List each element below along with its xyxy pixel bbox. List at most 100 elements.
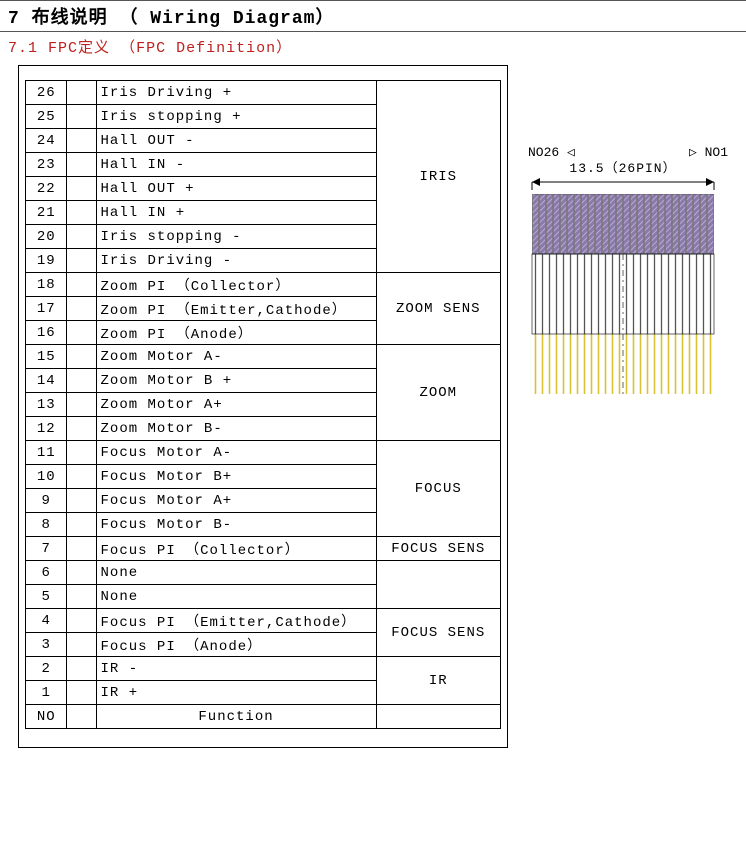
pin-function: Iris Driving + bbox=[96, 81, 376, 105]
header-function: Function bbox=[96, 705, 376, 729]
pin-function: Hall IN + bbox=[96, 201, 376, 225]
gap-cell bbox=[67, 681, 96, 705]
pin-number: 11 bbox=[26, 441, 67, 465]
gap-cell bbox=[67, 297, 96, 321]
pin-group: FOCUS SENS bbox=[376, 537, 500, 561]
arrow-left-icon: ◁ bbox=[567, 145, 575, 160]
pin-number: 18 bbox=[26, 273, 67, 297]
pin-number: 13 bbox=[26, 393, 67, 417]
gap-cell bbox=[67, 273, 96, 297]
pin-number: 20 bbox=[26, 225, 67, 249]
subsection-title-en: （FPC Definition） bbox=[120, 40, 292, 57]
pin-function: Zoom Motor A+ bbox=[96, 393, 376, 417]
gap-cell bbox=[67, 177, 96, 201]
pin-number: 2 bbox=[26, 657, 67, 681]
pin-number: 16 bbox=[26, 321, 67, 345]
pin-group: FOCUS bbox=[376, 441, 500, 537]
pin-function: Zoom PI （Anode） bbox=[96, 321, 376, 345]
subsection-title-cn: FPC定义 bbox=[48, 40, 110, 57]
pin-group: IR bbox=[376, 657, 500, 705]
header-no: NO bbox=[26, 705, 67, 729]
pin-number: 22 bbox=[26, 177, 67, 201]
gap-cell bbox=[67, 657, 96, 681]
table-row: 11Focus Motor A-FOCUS bbox=[26, 441, 501, 465]
pin-group: FOCUS SENS bbox=[376, 609, 500, 657]
pin-group: IRIS bbox=[376, 81, 500, 273]
arrow-right-icon: ▷ bbox=[689, 145, 697, 160]
pin-function: IR + bbox=[96, 681, 376, 705]
pin-number: 24 bbox=[26, 129, 67, 153]
gap-cell bbox=[67, 201, 96, 225]
connector-diagram-area: NO26 ◁ ▷ NO1 13.5（26PIN） bbox=[528, 65, 728, 394]
gap-cell bbox=[67, 105, 96, 129]
gap-cell bbox=[67, 345, 96, 369]
dimension-line: 13.5（26PIN） bbox=[528, 160, 718, 190]
pin-number: 25 bbox=[26, 105, 67, 129]
gap-cell bbox=[67, 441, 96, 465]
gap-cell bbox=[67, 81, 96, 105]
gap-cell bbox=[67, 537, 96, 561]
gap-cell bbox=[67, 465, 96, 489]
pin-function: Zoom PI （Emitter,Cathode） bbox=[96, 297, 376, 321]
pin-number: 7 bbox=[26, 537, 67, 561]
pin-group: ZOOM SENS bbox=[376, 273, 500, 345]
gap-cell bbox=[67, 633, 96, 657]
gap-cell bbox=[67, 489, 96, 513]
gap-cell bbox=[67, 561, 96, 585]
pin-group: ZOOM bbox=[376, 345, 500, 441]
connector-left-label: NO26 ◁ bbox=[528, 145, 575, 160]
pin-function: IR - bbox=[96, 657, 376, 681]
connector-pin-labels: NO26 ◁ ▷ NO1 bbox=[528, 145, 728, 160]
pin-number: 14 bbox=[26, 369, 67, 393]
gap-cell bbox=[67, 417, 96, 441]
pin-number: 9 bbox=[26, 489, 67, 513]
connector-right-label: ▷ NO1 bbox=[689, 145, 728, 160]
pin-function: Zoom Motor A- bbox=[96, 345, 376, 369]
pin-function: Iris stopping + bbox=[96, 105, 376, 129]
pin-number: 4 bbox=[26, 609, 67, 633]
pin-function: Zoom PI （Collector） bbox=[96, 273, 376, 297]
pin-function: Hall OUT + bbox=[96, 177, 376, 201]
pin-number: 19 bbox=[26, 249, 67, 273]
pin-function: Focus Motor A- bbox=[96, 441, 376, 465]
pin-function: Hall OUT - bbox=[96, 129, 376, 153]
pin-function: Focus PI （Emitter,Cathode） bbox=[96, 609, 376, 633]
pin-function: Focus PI （Collector） bbox=[96, 537, 376, 561]
subsection-number: 7.1 bbox=[8, 40, 38, 57]
gap-cell bbox=[67, 585, 96, 609]
table-row: 26Iris Driving +IRIS bbox=[26, 81, 501, 105]
gap-cell bbox=[67, 393, 96, 417]
table-row: 6None bbox=[26, 561, 501, 585]
pin-function: Focus Motor B- bbox=[96, 513, 376, 537]
pin-number: 3 bbox=[26, 633, 67, 657]
section-title-en: （ Wiring Diagram） bbox=[119, 9, 334, 29]
table-header-row: NO Function bbox=[26, 705, 501, 729]
header-group bbox=[376, 705, 500, 729]
table-row: 15Zoom Motor A-ZOOM bbox=[26, 345, 501, 369]
pin-number: 10 bbox=[26, 465, 67, 489]
pin-function: Iris Driving - bbox=[96, 249, 376, 273]
gap-cell bbox=[67, 513, 96, 537]
pin-number: 17 bbox=[26, 297, 67, 321]
section-number: 7 bbox=[8, 9, 20, 29]
pin-number: 8 bbox=[26, 513, 67, 537]
pin-function: None bbox=[96, 585, 376, 609]
pin-function: Focus PI （Anode） bbox=[96, 633, 376, 657]
pin-function: Iris stopping - bbox=[96, 225, 376, 249]
pin-function: Zoom Motor B- bbox=[96, 417, 376, 441]
pin-number: 23 bbox=[26, 153, 67, 177]
pin-function: Focus Motor A+ bbox=[96, 489, 376, 513]
gap-cell bbox=[67, 249, 96, 273]
table-row: 7 Focus PI （Collector）FOCUS SENS bbox=[26, 537, 501, 561]
fpc-connector-drawing bbox=[528, 194, 718, 394]
gap-cell bbox=[67, 609, 96, 633]
gap-cell bbox=[67, 369, 96, 393]
gap-cell bbox=[67, 129, 96, 153]
table-row: 18Zoom PI （Collector）ZOOM SENS bbox=[26, 273, 501, 297]
pin-definition-table: 26Iris Driving +IRIS25Iris stopping +24H… bbox=[25, 80, 501, 729]
section-title-cn: 布线说明 bbox=[32, 9, 108, 29]
table-row: 2IR -IR bbox=[26, 657, 501, 681]
pin-group bbox=[376, 561, 500, 609]
pin-function: Hall IN - bbox=[96, 153, 376, 177]
gap-cell bbox=[67, 321, 96, 345]
